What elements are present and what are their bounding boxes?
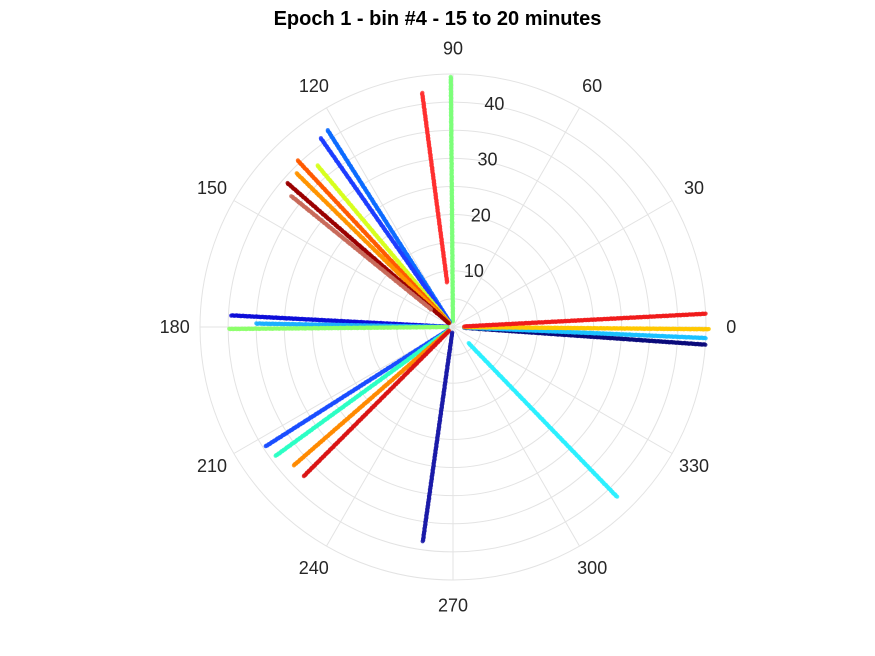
data-point <box>273 453 278 458</box>
data-series-layer <box>227 74 711 544</box>
data-point <box>615 494 620 499</box>
series-13 <box>273 328 451 458</box>
series-2 <box>325 128 452 325</box>
data-point <box>295 158 300 163</box>
data-point <box>318 136 323 141</box>
grid-spoke <box>452 200 673 328</box>
data-point <box>448 74 453 79</box>
data-point <box>289 194 294 199</box>
series-15 <box>301 328 452 479</box>
data-point <box>706 326 711 332</box>
data-point <box>291 463 296 468</box>
series-8 <box>289 194 434 312</box>
series-17 <box>466 341 620 499</box>
data-point <box>254 321 259 326</box>
data-point <box>285 180 290 186</box>
data-point <box>294 171 299 176</box>
data-point <box>227 326 232 331</box>
data-point <box>420 90 425 95</box>
data-point <box>301 474 306 479</box>
series-0 <box>448 74 456 324</box>
series-1 <box>419 90 450 285</box>
data-point <box>420 539 425 544</box>
data-point <box>229 313 234 318</box>
chart-title: Epoch 1 - bin #4 - 15 to 20 minutes <box>273 8 602 30</box>
series-16 <box>420 330 455 544</box>
grid-spoke <box>452 326 673 454</box>
series-6 <box>294 171 452 326</box>
grid-spoke <box>326 326 454 547</box>
grid-spoke <box>452 326 580 547</box>
data-point <box>315 163 320 168</box>
data-point <box>703 342 708 347</box>
data-point <box>263 444 268 449</box>
data-point <box>325 128 330 133</box>
grid-spoke <box>233 200 454 328</box>
data-point <box>703 336 708 341</box>
grid-spoke <box>452 107 580 328</box>
series-7 <box>285 180 451 326</box>
